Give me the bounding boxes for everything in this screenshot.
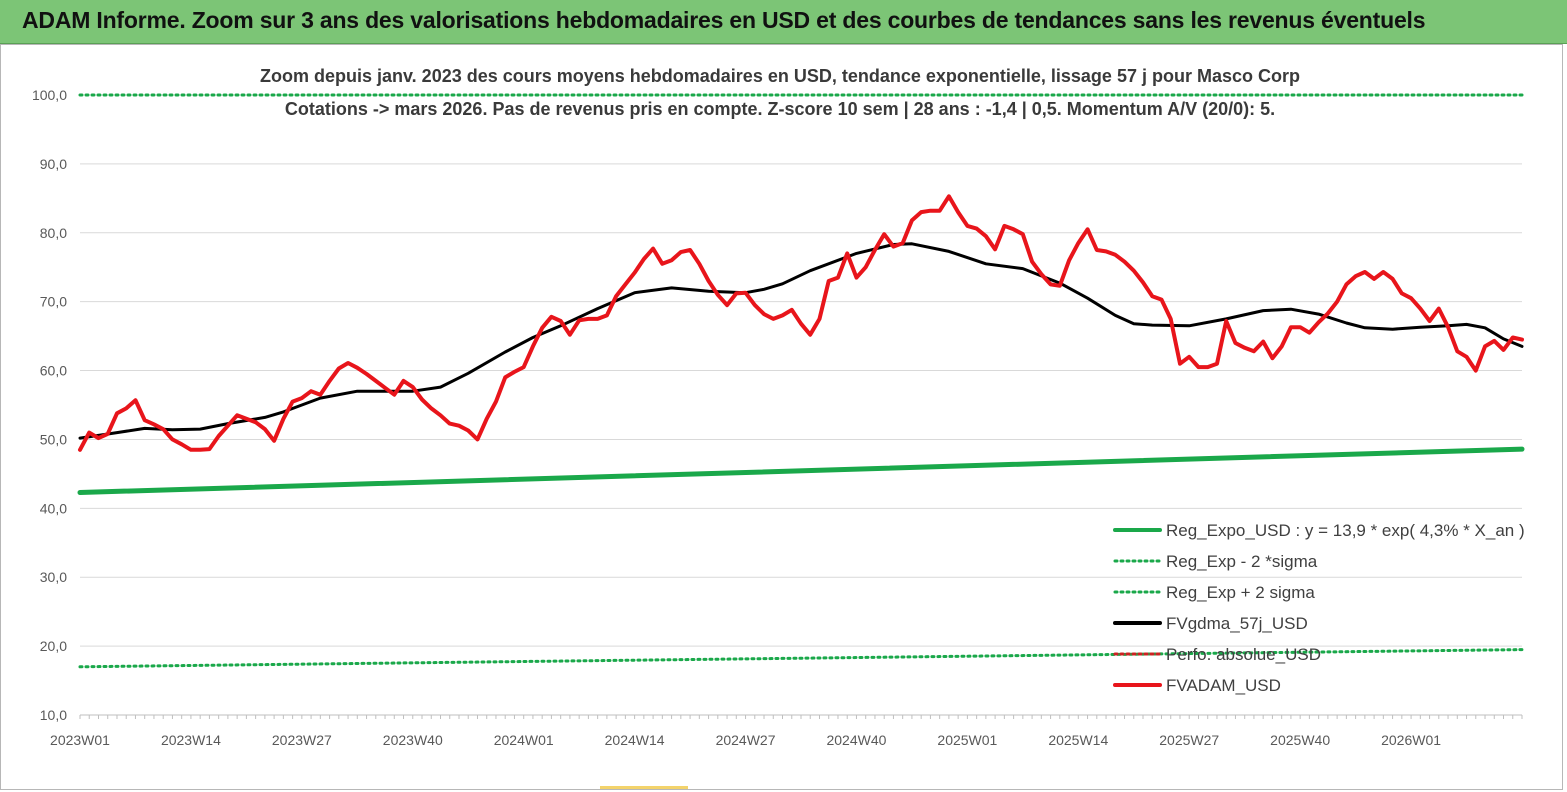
x-tick-label: 2024W14 <box>605 732 665 748</box>
legend-label: Perfo. absolue_USD <box>1166 645 1321 664</box>
chart-title-line1: Zoom depuis janv. 2023 des cours moyens … <box>230 66 1330 87</box>
series-layer <box>77 93 1525 669</box>
y-tick-label: 50,0 <box>40 431 67 447</box>
x-tick-label: 2023W27 <box>272 732 332 748</box>
legend-label: Reg_Exp - 2 *sigma <box>1166 552 1318 571</box>
y-tick-label: 20,0 <box>40 638 67 654</box>
x-tick-label: 2023W14 <box>161 732 221 748</box>
legend-label: Reg_Exp + 2 sigma <box>1166 583 1315 602</box>
x-axis-tick-labels: 2023W01 2023W14 2023W27 2023W40 2024W01 2024W… <box>50 732 1441 748</box>
x-tick-label: 2025W27 <box>1159 732 1219 748</box>
series-line-fvgdma-57j-usd <box>78 242 1524 440</box>
y-tick-label: 90,0 <box>40 156 67 172</box>
y-tick-label: 40,0 <box>40 500 67 516</box>
x-tick-label: 2023W01 <box>50 732 110 748</box>
chart-title-line2: Cotations -> mars 2026. Pas de revenus p… <box>230 99 1330 120</box>
series-line-reg-expo-usd <box>77 446 1525 495</box>
x-tick-label: 2025W01 <box>937 732 997 748</box>
legend: Reg_Expo_USD : y = 13,9 * exp( 4,3% * X_… <box>1113 521 1525 695</box>
x-tick-label: 2026W01 <box>1381 732 1441 748</box>
report-title: ADAM Informe. Zoom sur 3 ans des valoris… <box>22 7 1426 33</box>
y-tick-label: 80,0 <box>40 225 67 241</box>
series-line-reg-exp-2-sigma <box>78 648 1524 669</box>
gridlines <box>79 163 1523 719</box>
chart-frame <box>0 44 1563 790</box>
y-tick-label: 70,0 <box>40 294 67 310</box>
decorative-underline <box>600 786 688 789</box>
x-tick-label: 2025W14 <box>1048 732 1108 748</box>
x-tick-label: 2024W40 <box>826 732 886 748</box>
y-tick-label: 100,0 <box>32 87 67 103</box>
y-tick-label: 30,0 <box>40 569 67 585</box>
y-axis-tick-labels: 100,0 90,0 80,0 70,0 60,0 50,0 40,0 30,0 20,0 10,… <box>32 87 67 723</box>
x-tick-label: 2024W01 <box>494 732 554 748</box>
series-line-fvadam-usd <box>78 194 1524 452</box>
y-tick-label: 10,0 <box>40 707 67 723</box>
x-tick-label: 2025W40 <box>1270 732 1330 748</box>
legend-label: Reg_Expo_USD : y = 13,9 * exp( 4,3% * X_… <box>1166 521 1525 540</box>
legend-label: FVgdma_57j_USD <box>1166 614 1308 633</box>
x-tick-label: 2023W40 <box>383 732 443 748</box>
legend-label: FVADAM_USD <box>1166 676 1281 695</box>
x-tick-label: 2024W27 <box>716 732 776 748</box>
y-tick-label: 60,0 <box>40 363 67 379</box>
report-banner: ADAM Informe. Zoom sur 3 ans des valoris… <box>0 0 1567 44</box>
